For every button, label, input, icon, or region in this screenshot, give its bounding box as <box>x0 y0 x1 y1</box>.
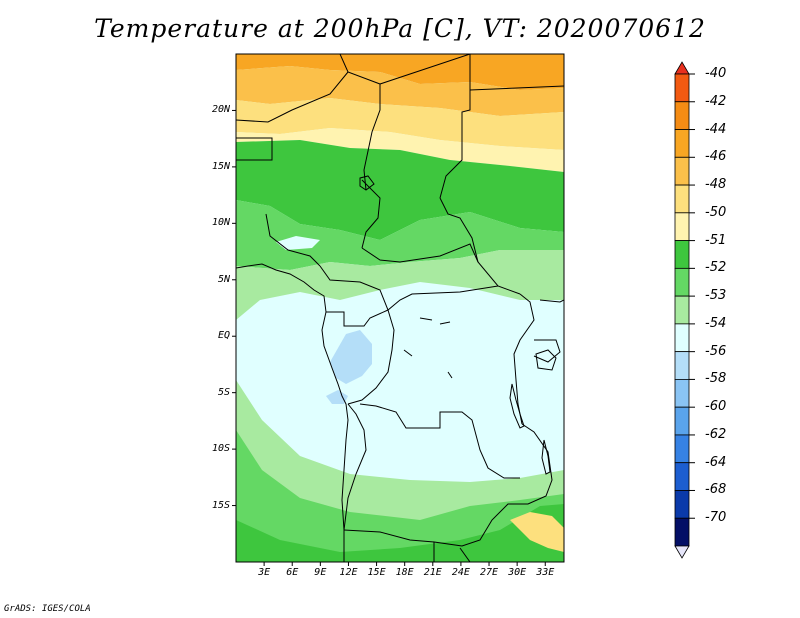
field-band-minus53-south-inner <box>236 430 564 562</box>
colorbar-swatch <box>674 379 690 408</box>
colorbar-label: -48 <box>705 177 727 193</box>
border-line <box>265 213 321 267</box>
lat-label: 10N <box>211 217 230 229</box>
lat-label: EQ <box>217 330 230 342</box>
colorbar-label: -50 <box>705 204 727 220</box>
field-band-minus52-south <box>236 504 564 562</box>
field-band-minus50-south <box>510 512 564 552</box>
border-line <box>343 403 367 531</box>
colorbar-label: -58 <box>705 371 727 387</box>
lon-label: 24E <box>451 567 470 578</box>
border-line <box>439 54 471 199</box>
lake-chad <box>359 175 375 191</box>
lat-label: 20N <box>211 104 230 116</box>
field-band-minus48 <box>236 66 564 116</box>
lake-malawi <box>541 439 551 475</box>
lake-victoria <box>535 349 557 371</box>
field-patch-minus56 <box>330 330 372 384</box>
field-patch-minus56-coast <box>326 390 348 404</box>
colorbar-swatch <box>674 295 690 325</box>
grads-credit: GrADS: IGES/COLA <box>4 604 91 614</box>
border-line <box>513 293 535 425</box>
colorbar-label: -51 <box>705 232 727 248</box>
colorbar-swatch <box>674 434 690 464</box>
lon-label: 21E <box>423 567 442 578</box>
border-line <box>539 299 564 303</box>
borders-layer <box>236 54 564 562</box>
map-title: Temperature at 200hPa [C], VT: 202007061… <box>94 14 706 43</box>
border-line <box>459 547 471 562</box>
lat-label: 15N <box>211 160 230 172</box>
colorbar-label: -42 <box>705 93 727 109</box>
field-band-minus53 <box>236 200 564 270</box>
coastline <box>236 263 349 562</box>
colorbar-label: -53 <box>705 288 727 304</box>
lon-label: 6E <box>286 567 299 578</box>
colorbar-swatch <box>674 129 690 158</box>
border-line <box>469 85 564 91</box>
temperature-field <box>236 54 564 562</box>
field-band-minus52 <box>236 140 564 240</box>
lat-label: 5S <box>217 386 230 398</box>
lat-label: 5N <box>217 273 230 285</box>
border-line <box>361 179 381 249</box>
colorbar-swatch <box>674 101 690 130</box>
colorbar-max-arrow <box>674 61 690 75</box>
border-line <box>379 54 471 85</box>
field-band-minus50 <box>236 98 564 150</box>
lon-label: 9E <box>314 567 327 578</box>
colorbar-swatch <box>674 406 690 436</box>
colorbar-label: -64 <box>705 454 727 470</box>
colorbar-min-arrow <box>674 545 690 559</box>
colorbar-label: -52 <box>705 260 727 276</box>
border-line <box>236 137 273 161</box>
colorbar-swatch <box>674 351 690 380</box>
colorbar-label: -70 <box>705 510 727 526</box>
axis-ticks <box>232 109 546 566</box>
lon-label: 27E <box>479 567 499 578</box>
colorbar-label: -40 <box>705 66 727 81</box>
colorbar-swatch <box>674 73 690 103</box>
colorbar-swatch <box>674 462 690 491</box>
lat-label: 15S <box>211 499 230 511</box>
lake-tanganyika <box>509 383 525 429</box>
border-line <box>236 71 349 123</box>
field-patch-minus56-north <box>276 236 320 250</box>
border-line <box>533 339 561 363</box>
colorbar-label: -54 <box>705 315 727 331</box>
colorbar-swatch <box>674 212 690 241</box>
border-line <box>361 243 479 263</box>
border-line <box>359 403 520 479</box>
colorbar <box>674 61 695 559</box>
lon-label: 30E <box>508 567 527 578</box>
border-line <box>347 309 395 405</box>
colorbar-label: -56 <box>705 343 727 359</box>
colorbar-swatch <box>674 267 690 297</box>
colorbar-swatch <box>674 490 690 519</box>
field-band-minus46 <box>236 54 564 90</box>
colorbar-swatch <box>674 156 690 186</box>
border-line <box>343 529 435 543</box>
lon-label: 15E <box>367 567 386 578</box>
lon-label: 18E <box>395 567 414 578</box>
border-line <box>326 309 389 327</box>
colorbar-label: -62 <box>705 426 727 442</box>
colorbar-label: -68 <box>705 482 727 498</box>
lon-label: 33E <box>536 567 555 578</box>
map-frame <box>235 53 565 563</box>
colorbar-label: -46 <box>705 149 727 165</box>
colorbar-swatch <box>674 323 690 353</box>
colorbar-label: -60 <box>705 399 727 415</box>
lon-label: 12E <box>339 567 358 578</box>
river-line <box>403 317 453 379</box>
colorbar-swatch <box>674 184 690 214</box>
lon-label: 3E <box>258 567 271 578</box>
colorbar-label: -44 <box>705 121 727 137</box>
lat-label: 10S <box>211 443 230 455</box>
colorbar-swatch <box>674 240 690 269</box>
colorbar-swatch <box>674 517 690 547</box>
